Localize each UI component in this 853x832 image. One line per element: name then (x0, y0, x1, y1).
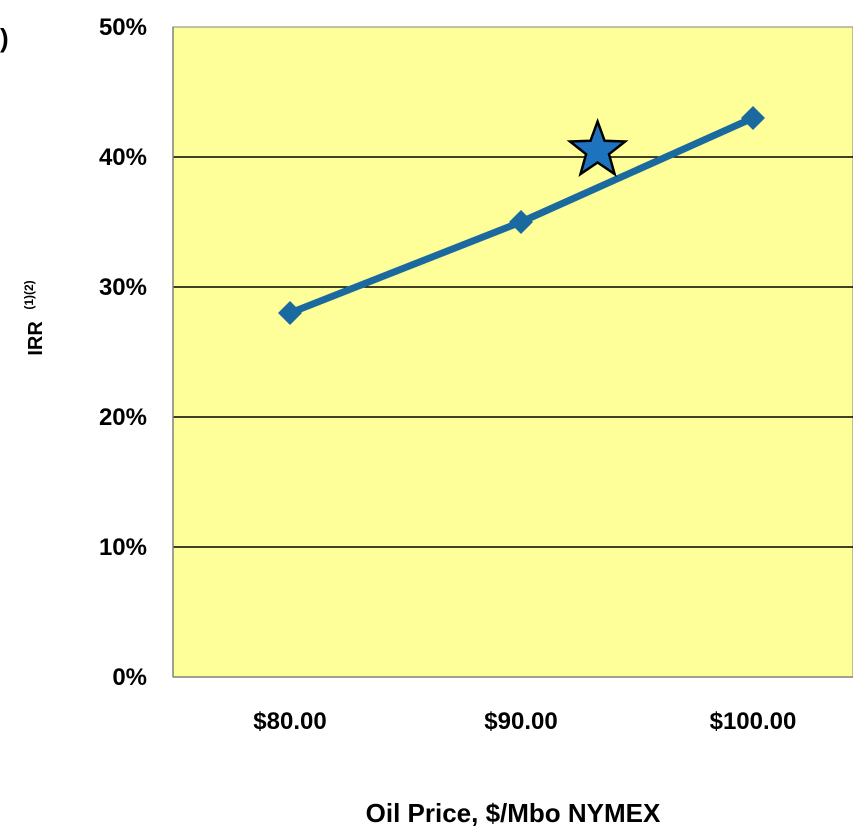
y-tick-label: 30% (99, 274, 147, 301)
data-point-marker (741, 106, 765, 130)
partial-parenthesis: ) (0, 23, 9, 53)
gridlines (172, 27, 853, 678)
x-axis-tick-labels: $80.00 $90.00 $100.00 (253, 708, 796, 735)
x-tick-label: $90.00 (484, 708, 557, 735)
y-tick-label: 0% (112, 664, 147, 691)
data-point-marker (509, 210, 533, 234)
y-axis-tick-labels: 0% 10% 20% 30% 40% 50% (99, 14, 147, 691)
x-axis-title: Oil Price, $/Mbo NYMEX (366, 798, 661, 828)
plot-area (172, 26, 853, 678)
y-tick-label: 40% (99, 144, 147, 171)
y-tick-label: 20% (99, 404, 147, 431)
data-point-marker (278, 301, 302, 325)
highlight-star-marker (566, 117, 629, 177)
y-axis-title-superscript: (1)(2) (22, 280, 36, 309)
highlight-layer (566, 117, 629, 177)
y-axis-title: IRR (1)(2) (22, 280, 47, 355)
x-tick-label: $80.00 (253, 708, 326, 735)
series-layer (278, 106, 765, 325)
y-tick-label: 50% (99, 14, 147, 41)
y-tick-label: 10% (99, 534, 147, 561)
y-axis-title-main: IRR (25, 321, 47, 356)
x-tick-label: $100.00 (710, 708, 797, 735)
